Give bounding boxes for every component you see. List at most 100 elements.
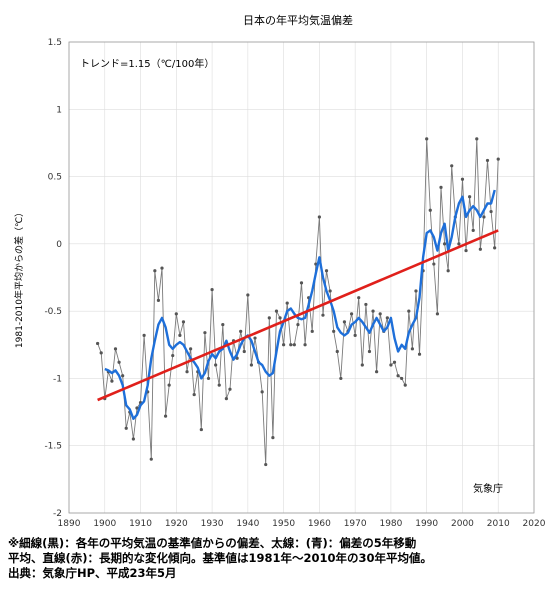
annual-data-point xyxy=(160,266,164,270)
figure-caption: ※細線(黒)：各年の平均気温の基準値からの偏差、太線：(青)：偏差の5年移動 平… xyxy=(8,536,540,581)
x-tick-label: 1950 xyxy=(272,519,295,529)
annual-data-point xyxy=(292,343,296,347)
plot-frame xyxy=(68,41,535,514)
annual-data-point xyxy=(210,288,214,292)
annual-data-point xyxy=(403,383,407,387)
annual-data-point xyxy=(317,215,321,219)
x-tick-label: 2000 xyxy=(451,519,474,529)
x-tick-labels: 1890 1900 1910 1920 1930 1940 1950 1960 1970 1980… xyxy=(58,519,546,529)
x-tick-label: 1900 xyxy=(93,519,116,529)
y-tick-labels: -2 -1.5 -1 -0.5 0 0.5 1 1.5 xyxy=(44,38,62,519)
annual-data-point xyxy=(400,376,404,381)
annual-data-point xyxy=(464,248,468,253)
annual-data-point xyxy=(153,269,157,273)
annual-data-point xyxy=(342,320,347,324)
annual-data-point xyxy=(271,436,275,440)
annual-data-point xyxy=(206,376,211,381)
annual-data-point xyxy=(253,336,257,340)
annual-data-point xyxy=(278,316,282,320)
x-tick-label: 1960 xyxy=(308,519,331,529)
annual-data-point xyxy=(124,426,128,430)
annual-data-point xyxy=(378,312,382,316)
y-tick-label: 0.5 xyxy=(48,173,62,183)
annual-data-point xyxy=(189,347,193,351)
x-tick-label: 1920 xyxy=(165,519,188,529)
annual-data-point xyxy=(493,246,497,250)
annual-data-point xyxy=(131,437,135,441)
x-tick-label: 2020 xyxy=(523,519,546,529)
annual-data-point xyxy=(178,333,182,337)
annual-data-point xyxy=(249,363,254,367)
annual-data-point xyxy=(96,341,100,346)
annual-data-point xyxy=(471,228,475,232)
trend-line xyxy=(97,229,499,402)
annual-data-point xyxy=(371,309,375,313)
annual-data-point xyxy=(299,281,304,285)
annual-data-point xyxy=(414,289,418,293)
x-tick-label: 1970 xyxy=(344,519,367,529)
annual-data-point xyxy=(142,333,146,337)
annual-data-point xyxy=(435,312,440,316)
annual-data-point xyxy=(303,343,307,347)
annual-data-point xyxy=(289,343,293,347)
annual-data-point xyxy=(221,323,225,327)
annual-data-point xyxy=(121,374,125,378)
annual-data-point xyxy=(217,383,221,387)
annual-data-point xyxy=(389,363,393,367)
annual-data-point xyxy=(460,177,465,181)
annual-data-point xyxy=(149,457,153,461)
y-tick-label: -0.5 xyxy=(44,307,62,317)
annual-data-point xyxy=(450,164,454,168)
annual-data-point xyxy=(163,414,168,418)
chart-title: 日本の年平均気温偏差 xyxy=(243,13,353,27)
annual-data-point xyxy=(335,349,339,354)
x-tick-label: 1990 xyxy=(415,519,438,529)
annual-data-point xyxy=(310,329,314,333)
annual-data-point xyxy=(367,349,372,354)
x-tick-label: 2010 xyxy=(487,519,510,529)
annual-data-point xyxy=(285,301,289,305)
annual-data-point xyxy=(181,320,186,324)
annual-data-point xyxy=(185,370,189,374)
annual-data-point xyxy=(199,427,203,432)
annual-data-point xyxy=(478,247,482,251)
annual-data-point xyxy=(167,383,171,387)
caption-line-2: 平均、直線(赤)：長期的な変化傾向。基準値は1981年～2010年の30年平均値… xyxy=(8,551,433,565)
x-tick-label: 1940 xyxy=(236,519,259,529)
caption-line-3: 出典：気象庁HP、平成23年5月 xyxy=(8,566,177,580)
caption-line-1: ※細線(黒)：各年の平均気温の基準値からの偏差、太線：(青)：偏差の5年移動 xyxy=(8,536,417,550)
annual-data-point xyxy=(353,333,357,337)
annual-data-point xyxy=(407,309,411,313)
annual-data-point xyxy=(246,293,250,297)
series-layer xyxy=(96,137,500,467)
annual-data-point xyxy=(117,360,121,364)
annual-data-point xyxy=(360,363,364,367)
annual-data-point xyxy=(439,185,443,189)
x-tick-label: 1980 xyxy=(379,519,402,529)
annual-data-point xyxy=(446,269,450,273)
annual-data-point xyxy=(282,343,286,347)
y-tick-label: -2 xyxy=(53,509,62,519)
annual-data-point xyxy=(410,347,414,351)
annual-data-point xyxy=(339,376,343,381)
annual-data-point xyxy=(174,312,178,316)
y-axis-label: 1981-2010年平均からの差（℃） xyxy=(13,208,25,348)
annual-data-point xyxy=(328,289,332,293)
x-tick-label: 1930 xyxy=(201,519,224,529)
annual-data-point xyxy=(135,406,139,410)
annual-data-point xyxy=(468,195,472,199)
annual-data-point xyxy=(242,349,246,354)
annual-data-point xyxy=(324,269,329,273)
annual-data-point xyxy=(214,363,218,367)
annual-data-point xyxy=(332,329,336,333)
annual-data-point xyxy=(110,379,114,383)
annual-data-point xyxy=(192,392,196,397)
annual-data-point xyxy=(203,331,207,335)
annual-data-point xyxy=(264,462,268,467)
temperature-anomaly-chart: 日本の年平均気温偏差 1890 1900 1910 1920 1930 1940 1950 1… xyxy=(13,13,546,529)
annual-data-point xyxy=(428,208,432,212)
annual-data-point xyxy=(432,262,436,266)
annual-data-point xyxy=(224,397,228,401)
x-tick-label: 1890 xyxy=(58,519,81,529)
annual-data-point xyxy=(349,312,354,316)
